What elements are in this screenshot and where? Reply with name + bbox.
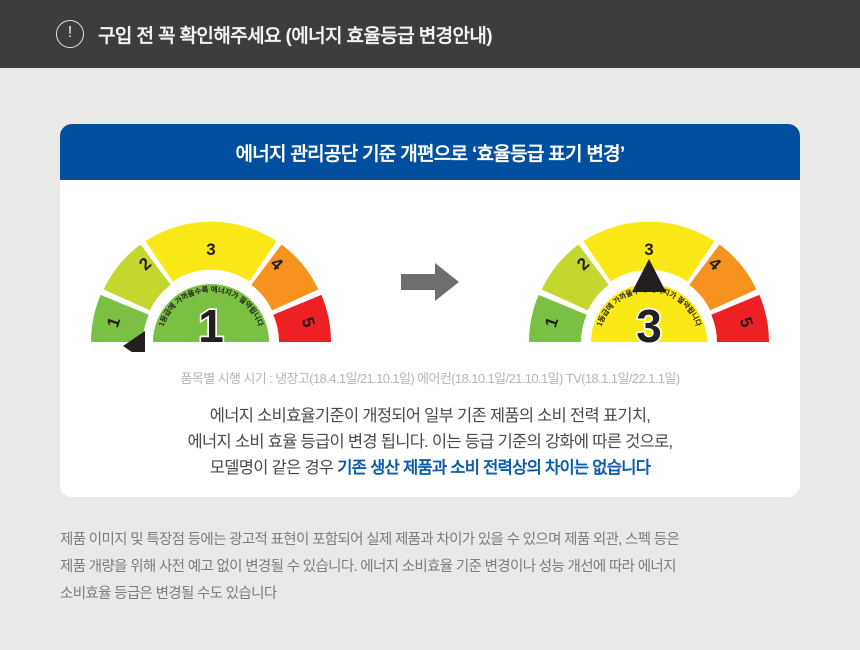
gauge-comparison: 1 2 3 4 5 1등급에 가까울수록 에너지가 절약됩니다 1 <box>60 202 800 362</box>
arc-segment-5 <box>273 294 331 342</box>
after-gauge-arc-segments <box>529 221 769 342</box>
before-grade-number: 1 <box>198 300 224 352</box>
after-grade-number: 3 <box>636 300 662 352</box>
before-gauge: 1 2 3 4 5 1등급에 가까울수록 에너지가 절약됩니다 1 <box>81 212 341 352</box>
grade-label-3: 3 <box>644 240 653 259</box>
explanation-paragraph: 에너지 소비효율기준이 개정되어 일부 기존 제품의 소비 전력 표기치, 에너… <box>60 403 800 481</box>
paragraph-line-3-normal: 모델명이 같은 경우 <box>209 459 338 477</box>
arc-segment-1 <box>91 294 149 342</box>
after-pointer-triangle <box>632 259 666 292</box>
after-gauge-svg: 1 2 3 4 5 1등급에 가까울수록 에너지가 절약됩니다 3 <box>529 221 769 352</box>
exclamation-glyph: ! <box>67 24 73 41</box>
disclaimer-line-1: 제품 이미지 및 특장점 등에는 광고적 표현이 포함되어 실제 제품과 차이가… <box>60 532 680 548</box>
disclaimer-line-2: 제품 개량을 위해 사전 예고 없이 변경될 수 있습니다. 에너지 소비효율 … <box>60 559 676 575</box>
arc-segment-2 <box>541 244 609 311</box>
before-gauge-arc-segments <box>91 221 331 342</box>
notice-title: 구입 전 꼭 확인해주세요 (에너지 효율등급 변경안내) <box>98 25 493 47</box>
card-header: 에너지 관리공단 기준 개편으로 ‘효율등급 표기 변경’ <box>60 124 800 180</box>
schedule-caption: 품목별 시행 시기 : 냉장고(18.4.1일/21.10.1일) 에어컨(18… <box>180 371 681 386</box>
arc-segment-4 <box>689 244 757 311</box>
notice-topbar: ! 구입 전 꼭 확인해주세요 (에너지 효율등급 변경안내) <box>0 0 860 68</box>
arc-segment-1 <box>529 294 587 342</box>
disclaimer-line-3: 소비효율 등급은 변경될 수도 있습니다 <box>60 586 277 602</box>
right-arrow-icon <box>401 263 459 301</box>
arc-segment-2 <box>103 244 171 311</box>
arc-segment-3 <box>145 221 277 282</box>
grade-label-3: 3 <box>206 240 215 259</box>
paragraph-line-2: 에너지 소비 효율 등급이 변경 됩니다. 이는 등급 기준의 강화에 따른 것… <box>187 433 674 451</box>
exclamation-circle-icon: ! <box>56 20 84 48</box>
before-pointer-triangle <box>123 331 145 352</box>
arc-segment-5 <box>711 294 769 342</box>
paragraph-line-3-highlight: 기존 생산 제품과 소비 전력상의 차이는 없습니다 <box>337 459 651 477</box>
transition-arrow <box>399 260 461 304</box>
arc-segment-4 <box>251 244 319 311</box>
arc-segment-3 <box>583 221 715 282</box>
paragraph-line-1: 에너지 소비효율기준이 개정되어 일부 기존 제품의 소비 전력 표기치, <box>209 407 651 425</box>
legal-disclaimer: 제품 이미지 및 특장점 등에는 광고적 표현이 포함되어 실제 제품과 차이가… <box>60 527 800 608</box>
before-gauge-svg: 1 2 3 4 5 1등급에 가까울수록 에너지가 절약됩니다 1 <box>91 221 331 352</box>
energy-grade-card: 에너지 관리공단 기준 개편으로 ‘효율등급 표기 변경’ <box>60 124 800 497</box>
card-header-title: 에너지 관리공단 기준 개편으로 ‘효율등급 표기 변경’ <box>235 143 625 165</box>
before-inner-dial <box>153 284 269 342</box>
after-gauge: 1 2 3 4 5 1등급에 가까울수록 에너지가 절약됩니다 3 <box>519 212 779 352</box>
after-inner-dial <box>591 284 707 342</box>
paragraph-line-3: 모델명이 같은 경우 기존 생산 제품과 소비 전력상의 차이는 없습니다 <box>60 455 800 481</box>
